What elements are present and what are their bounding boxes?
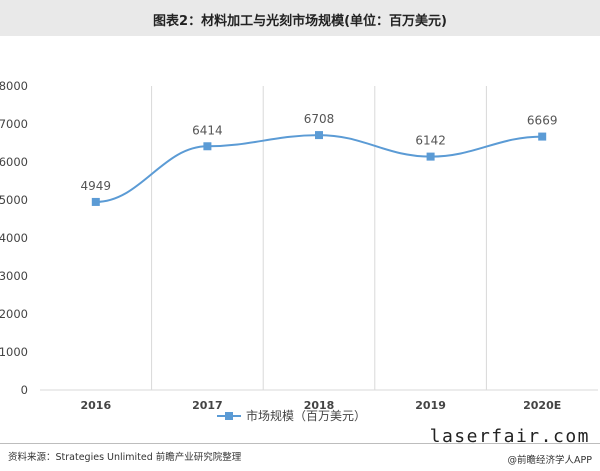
y-tick-label: 8000 bbox=[0, 79, 28, 93]
footer-divider bbox=[0, 443, 600, 444]
x-tick-label: 2016 bbox=[80, 399, 111, 412]
data-label: 6708 bbox=[304, 112, 335, 126]
grid-lines bbox=[40, 86, 598, 391]
y-tick-label: 4000 bbox=[0, 231, 28, 245]
title-bar: 图表2：材料加工与光刻市场规模(单位：百万美元) bbox=[0, 0, 600, 36]
series-markers bbox=[91, 131, 547, 206]
y-tick-label: 7000 bbox=[0, 117, 28, 131]
series-line bbox=[95, 134, 543, 203]
y-axis-ticks: 0 1000 2000 3000 4000 5000 6000 7000 8000 bbox=[0, 79, 28, 397]
legend-marker-swatch bbox=[225, 412, 233, 420]
data-label: 6142 bbox=[415, 134, 446, 148]
data-point bbox=[91, 197, 100, 206]
data-point bbox=[538, 132, 547, 141]
x-tick-label: 2019 bbox=[415, 399, 446, 412]
watermark-site: laserfair.com bbox=[429, 426, 590, 447]
y-tick-label: 1000 bbox=[0, 345, 28, 359]
x-tick-label: 2017 bbox=[192, 399, 223, 412]
y-tick-label: 6000 bbox=[0, 155, 28, 169]
x-axis-ticks: 2016 2017 2018 2019 2020E bbox=[80, 399, 561, 412]
y-tick-label: 3000 bbox=[0, 269, 28, 283]
source-note: 资料来源：Strategies Unlimited 前瞻产业研究院整理 bbox=[8, 452, 242, 463]
data-label: 6669 bbox=[527, 114, 558, 128]
data-point bbox=[203, 142, 212, 151]
data-label: 6414 bbox=[192, 123, 223, 137]
data-point bbox=[426, 152, 435, 161]
app-credit: @前瞻经济学人APP bbox=[507, 455, 592, 466]
data-labels: 4949 6414 6708 6142 6669 bbox=[81, 112, 558, 193]
y-tick-label: 5000 bbox=[0, 193, 28, 207]
legend: 市场规模（百万美元） bbox=[217, 408, 366, 423]
data-point bbox=[315, 131, 323, 140]
x-tick-label: 2020E bbox=[523, 399, 561, 412]
x-tick-label: 2018 bbox=[304, 399, 335, 412]
y-tick-label: 0 bbox=[21, 383, 28, 397]
legend-label: 市场规模（百万美元） bbox=[246, 408, 366, 423]
chart-title: 图表2：材料加工与光刻市场规模(单位：百万美元) bbox=[153, 14, 447, 29]
y-tick-label: 2000 bbox=[0, 307, 28, 321]
data-label: 4949 bbox=[81, 179, 112, 193]
